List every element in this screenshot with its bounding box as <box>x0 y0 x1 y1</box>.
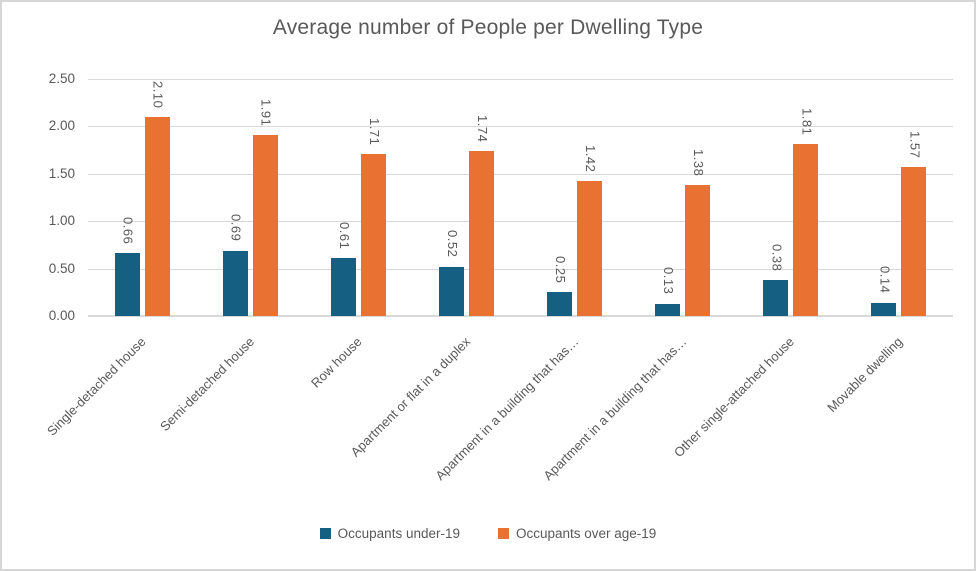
gridline <box>88 173 953 175</box>
bar-under19 <box>547 292 573 316</box>
chart-title: Average number of People per Dwelling Ty… <box>272 16 704 39</box>
bar-over19 <box>577 181 603 316</box>
legend-item-over19: Occupants over age-19 <box>497 526 657 541</box>
data-label: 0.66 <box>120 217 136 245</box>
bar-over19 <box>793 144 819 316</box>
data-label: 1.74 <box>474 114 490 143</box>
legend-swatch-over19-icon <box>497 528 509 539</box>
data-label: 0.14 <box>877 266 893 294</box>
bar-over19 <box>901 167 927 316</box>
bar-under19 <box>655 303 681 316</box>
x-category-label: Other single-attached house <box>671 334 798 461</box>
y-tick-label: 2.50 <box>48 71 75 86</box>
bar-under19 <box>438 266 464 316</box>
legend-swatch-under19-icon <box>319 528 331 539</box>
x-category-label: Row house <box>308 334 365 391</box>
x-axis-line <box>88 315 953 317</box>
bar-over19 <box>252 134 278 316</box>
data-label: 1.42 <box>583 145 599 173</box>
data-label: 0.69 <box>228 214 244 242</box>
x-category-label: Apartment or flat in a duplex <box>347 334 474 460</box>
x-category-label: Single-detached house <box>44 334 149 439</box>
gridline <box>88 268 953 270</box>
legend-label-under19: Occupants under-19 <box>337 526 460 541</box>
x-category-label: Semi-detached house <box>156 334 257 435</box>
gridline <box>88 221 953 223</box>
data-label: 0.13 <box>661 267 677 295</box>
data-label: 0.25 <box>553 256 569 284</box>
bar-over19 <box>144 116 170 316</box>
legend: Occupants under-19 Occupants over age-19 <box>2 526 974 541</box>
y-tick-label: 1.00 <box>48 213 75 229</box>
y-tick-label: 0.50 <box>48 260 75 276</box>
bar-over19 <box>685 185 711 316</box>
data-label: 0.61 <box>336 221 352 250</box>
bar-under19 <box>763 279 789 316</box>
data-label: 1.91 <box>258 98 274 126</box>
data-label: 0.38 <box>769 243 785 271</box>
bar-under19 <box>114 253 140 316</box>
legend-item-under19: Occupants under-19 <box>319 526 460 541</box>
bar-under19 <box>871 302 897 316</box>
data-label: 1.57 <box>907 130 923 159</box>
data-label: 2.10 <box>150 80 166 108</box>
bar-over19 <box>468 151 494 316</box>
data-label: 1.71 <box>366 117 382 145</box>
bar-under19 <box>222 250 248 316</box>
data-label: 1.81 <box>799 108 815 136</box>
gridline <box>88 79 953 80</box>
x-category-label: Movable dwelling <box>824 334 906 416</box>
y-tick-label: 0.00 <box>48 308 75 323</box>
gridline <box>88 126 953 128</box>
legend-label-over19: Occupants over age-19 <box>515 526 657 541</box>
data-label: 0.52 <box>444 230 460 258</box>
data-label: 1.38 <box>691 148 707 177</box>
y-tick-label: 2.00 <box>48 118 75 134</box>
bar-under19 <box>330 258 356 316</box>
y-tick-label: 1.50 <box>48 165 75 181</box>
bar-over19 <box>360 153 386 316</box>
